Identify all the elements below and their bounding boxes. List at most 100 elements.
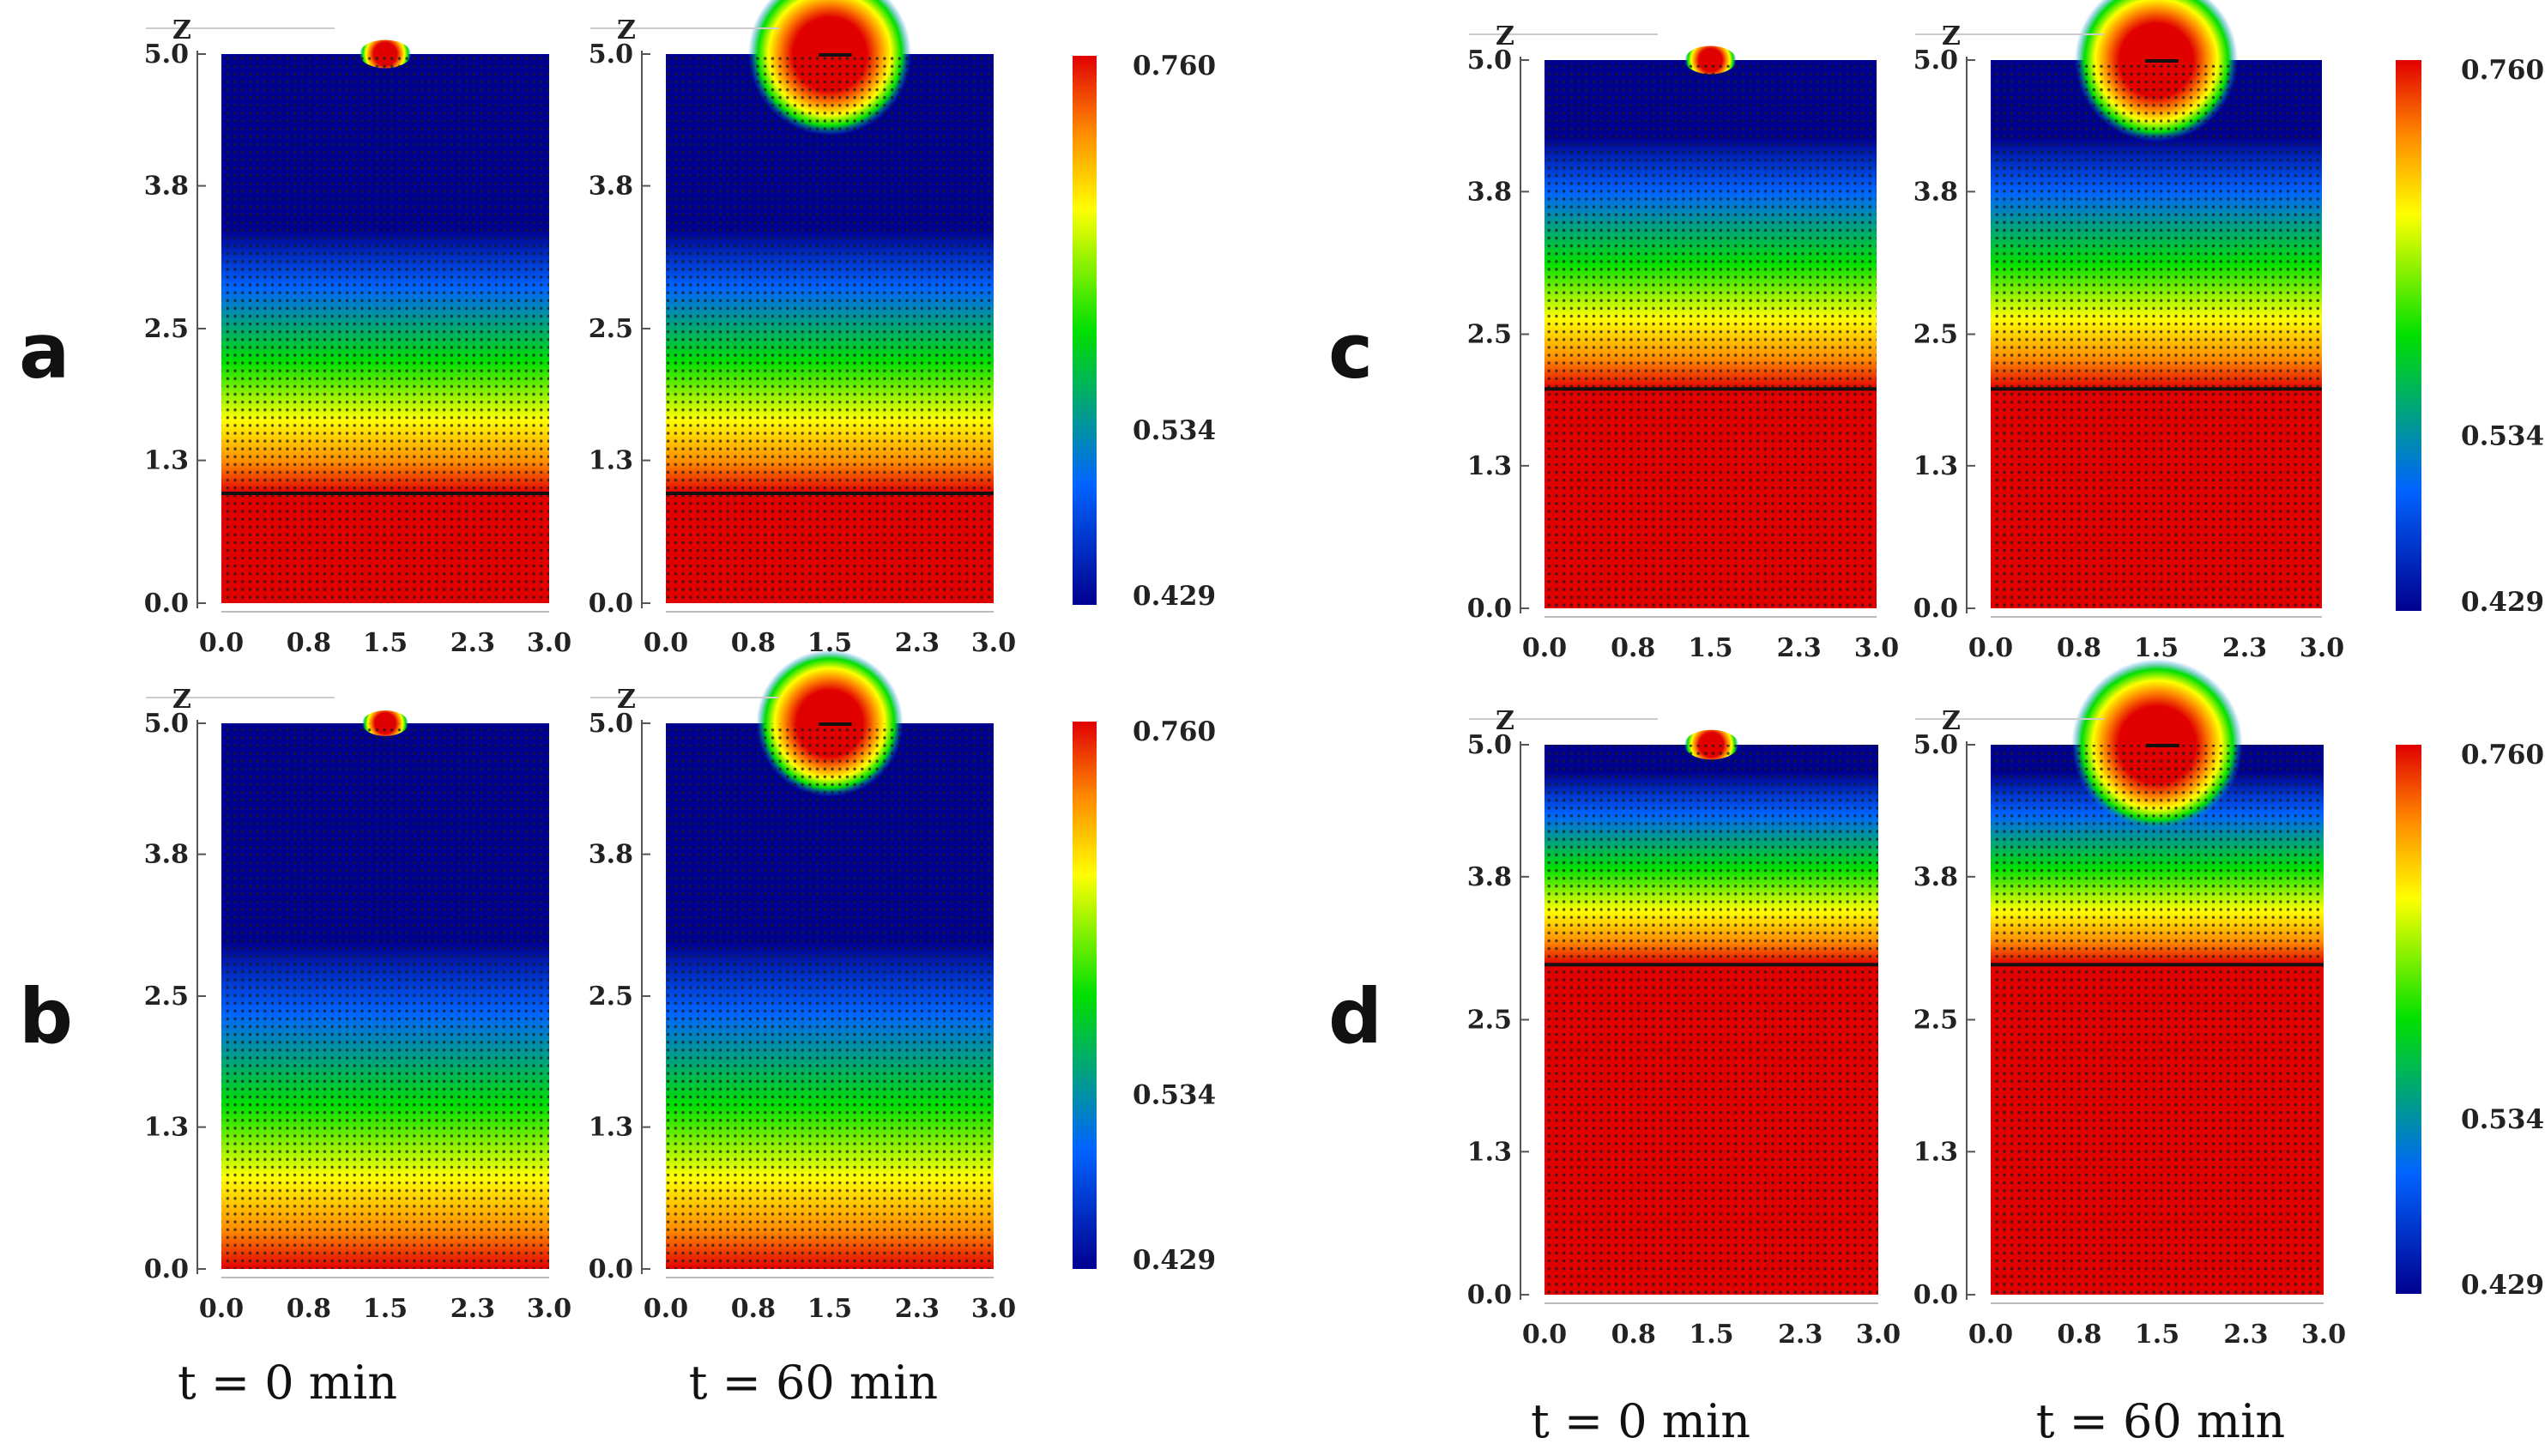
mesh-nodes <box>666 54 994 603</box>
x-tick-label: 0.8 <box>1611 1320 1656 1350</box>
mesh-nodes <box>1545 745 1878 1295</box>
mesh-nodes <box>1545 60 1877 608</box>
y-tick-label: 5.0 <box>1467 730 1512 760</box>
x-tick-label: 2.3 <box>1777 633 1822 663</box>
x-tick-label: 3.0 <box>1856 1320 1901 1350</box>
colorbar-label: 0.429 <box>1133 1245 1216 1276</box>
y-tick-label: 1.3 <box>1467 451 1512 481</box>
y-tick-label: 1.3 <box>1913 451 1958 481</box>
colorbar-label: 0.534 <box>1133 415 1216 446</box>
colorbar <box>1073 722 1097 1269</box>
x-tick-label: 0.8 <box>287 1294 331 1324</box>
y-axis-label: Z <box>617 15 636 45</box>
y-tick-label: 3.8 <box>1467 862 1512 892</box>
x-tick-label: 2.3 <box>2222 633 2267 663</box>
heatmap-a-t0 <box>221 39 549 603</box>
x-tick-label: 0.0 <box>644 628 688 658</box>
x-tick-label: 3.0 <box>2301 1320 2346 1350</box>
colorbar-label: 0.429 <box>2461 587 2544 618</box>
x-tick-label: 3.0 <box>971 1294 1016 1324</box>
heatmap-b-t0 <box>221 710 549 1269</box>
x-tick-label: 3.0 <box>527 628 571 658</box>
y-tick-label: 5.0 <box>144 709 189 739</box>
heatmap-d-t0 <box>1545 729 1878 1295</box>
y-tick-label: 2.5 <box>1913 1006 1958 1036</box>
y-tick-label: 5.0 <box>589 709 633 739</box>
x-tick-label: 3.0 <box>1854 633 1899 663</box>
colorbar <box>2396 745 2421 1294</box>
panel-letter-b: b <box>19 972 73 1060</box>
x-tick-label: 1.5 <box>363 1294 408 1324</box>
y-axis-label: Z <box>1496 706 1514 736</box>
panel-letter-d: d <box>1328 972 1382 1060</box>
x-tick-label: 0.8 <box>2057 633 2101 663</box>
x-tick-label: 1.5 <box>1689 1320 1733 1350</box>
x-tick-label: 2.3 <box>450 628 495 658</box>
y-tick-label: 5.0 <box>589 39 633 69</box>
mesh-nodes <box>221 54 549 603</box>
colorbar-label: 0.760 <box>2461 740 2544 770</box>
time-label: t = 60 min <box>2036 1394 2285 1448</box>
y-tick-label: 0.0 <box>144 1254 189 1284</box>
x-tick-label: 0.0 <box>199 628 244 658</box>
y-tick-label: 5.0 <box>1913 730 1958 760</box>
y-tick-label: 1.3 <box>589 446 633 476</box>
y-tick-label: 1.3 <box>144 1113 189 1143</box>
x-tick-label: 3.0 <box>527 1294 571 1324</box>
colorbar <box>2396 60 2421 611</box>
x-tick-label: 2.3 <box>450 1294 495 1324</box>
y-tick-label: 5.0 <box>1467 45 1512 76</box>
panel-letter-a: a <box>19 307 70 396</box>
time-label: t = 0 min <box>1531 1394 1750 1448</box>
y-tick-label: 2.5 <box>1467 1006 1512 1036</box>
mesh-nodes <box>1991 745 2324 1295</box>
x-tick-label: 1.5 <box>1688 633 1732 663</box>
x-tick-label: 0.8 <box>731 1294 776 1324</box>
y-tick-label: 0.0 <box>589 1254 633 1284</box>
colorbar-label: 0.760 <box>1133 51 1216 82</box>
y-axis-label: Z <box>172 15 191 45</box>
colorbar-label: 0.760 <box>1133 716 1216 747</box>
y-tick-label: 1.3 <box>589 1113 633 1143</box>
y-tick-label: 2.5 <box>589 982 633 1012</box>
y-tick-label: 3.8 <box>1913 177 1958 207</box>
y-tick-label: 2.5 <box>1467 320 1512 350</box>
colorbar-label: 0.534 <box>2461 420 2544 451</box>
x-tick-label: 0.0 <box>199 1294 244 1324</box>
y-tick-label: 3.8 <box>144 172 189 202</box>
time-label: t = 0 min <box>178 1356 397 1410</box>
y-tick-label: 2.5 <box>589 314 633 344</box>
y-tick-label: 0.0 <box>589 589 633 619</box>
x-tick-label: 0.0 <box>1522 1320 1567 1350</box>
mesh-nodes <box>1991 60 2322 608</box>
heatmap-c-t60 <box>1991 0 2322 608</box>
x-tick-label: 0.0 <box>644 1294 688 1324</box>
mesh-nodes <box>666 723 994 1269</box>
y-tick-label: 0.0 <box>1913 594 1958 624</box>
x-tick-label: 3.0 <box>2300 633 2344 663</box>
colorbar-label: 0.429 <box>2461 1270 2544 1301</box>
y-axis-label: Z <box>172 685 191 715</box>
x-tick-label: 1.5 <box>363 628 408 658</box>
x-tick-label: 0.8 <box>731 628 776 658</box>
x-tick-label: 0.0 <box>1968 1320 2013 1350</box>
y-axis-label: Z <box>617 685 636 715</box>
y-tick-label: 0.0 <box>144 589 189 619</box>
x-tick-label: 0.0 <box>1968 633 2013 663</box>
heatmap-a-t60 <box>666 0 994 603</box>
heatmap-d-t60 <box>1991 655 2324 1295</box>
x-tick-label: 1.5 <box>2135 1320 2179 1350</box>
y-tick-label: 1.3 <box>1467 1137 1512 1167</box>
y-tick-label: 5.0 <box>1913 45 1958 76</box>
y-tick-label: 3.8 <box>589 172 633 202</box>
colorbar <box>1073 56 1097 605</box>
y-tick-label: 2.5 <box>144 982 189 1012</box>
y-tick-label: 3.8 <box>1467 177 1512 207</box>
x-tick-label: 2.3 <box>895 628 940 658</box>
colorbar-label: 0.760 <box>2461 55 2544 86</box>
y-tick-label: 2.5 <box>144 314 189 344</box>
y-tick-label: 1.3 <box>144 446 189 476</box>
y-axis-label: Z <box>1942 706 1961 736</box>
x-tick-label: 0.8 <box>1611 633 1655 663</box>
